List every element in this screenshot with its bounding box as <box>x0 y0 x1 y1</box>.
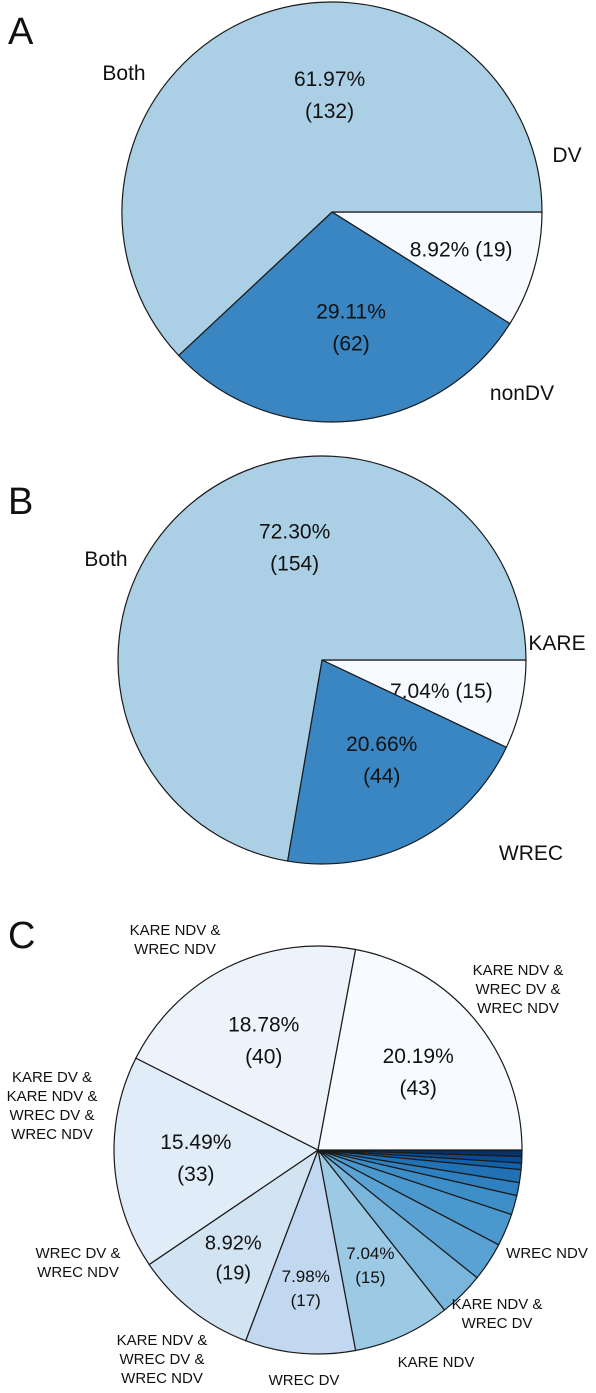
panel-letter: C <box>8 915 35 957</box>
category-label: KARE NDV & WREC DV & WREC NDV <box>117 1332 208 1387</box>
category-label: KARE <box>528 632 585 655</box>
data-label-percent: 20.19% <box>383 1045 454 1068</box>
category-label: KARE DV & KARE NDV & WREC DV & WREC NDV <box>7 1069 98 1143</box>
category-label: Both <box>84 548 127 571</box>
data-label-percent: 15.49% <box>160 1131 231 1154</box>
category-label: WREC DV <box>269 1372 340 1389</box>
category-label: WREC NDV <box>506 1245 588 1262</box>
pie-slice <box>117 455 527 862</box>
data-label-percent: 29.11% <box>316 300 386 323</box>
pie-slice <box>148 1148 320 1342</box>
pie-slice <box>121 1 543 357</box>
data-label-count: (40) <box>245 1046 282 1069</box>
pie-slice <box>135 945 357 1151</box>
category-label: WREC DV & WREC NDV <box>35 1245 120 1281</box>
data-label-percent: 72.30% <box>259 521 330 544</box>
data-label-count: (62) <box>332 332 369 355</box>
category-label: nonDV <box>490 382 554 405</box>
data-label-percent: 61.97% <box>294 68 365 91</box>
data-label-percent: 7.98% <box>282 1267 330 1286</box>
data-label-count: (154) <box>270 553 319 576</box>
pie-slice <box>244 1147 357 1355</box>
category-label: KARE NDV & WREC DV & WREC NDV <box>473 962 564 1017</box>
data-label-count: (33) <box>177 1163 214 1186</box>
data-label-percent: 8.92% <box>205 1232 262 1254</box>
data-label: 7.04% (15) <box>390 680 493 703</box>
pie-slice <box>329 211 543 325</box>
data-label-count: (19) <box>215 1262 251 1284</box>
data-label-percent: 18.78% <box>228 1014 299 1037</box>
data-label: 8.92% (19) <box>410 239 513 262</box>
panel-a: A 8.92% (19) 29.11% (62) 61.97% (132) Both DV no… <box>8 1 582 423</box>
data-label-count: (43) <box>400 1077 437 1100</box>
pie-slice <box>317 948 523 1151</box>
data-label-percent: 20.66% <box>346 733 417 756</box>
data-label-percent: 7.04% <box>346 1244 394 1263</box>
category-label: KARE NDV & WREC DV <box>452 1296 543 1332</box>
panel-letter: A <box>8 11 34 53</box>
data-label-count: (15) <box>355 1268 385 1287</box>
data-label-count: (17) <box>291 1291 321 1310</box>
pie-slice <box>113 1057 320 1266</box>
data-label-count: (44) <box>363 765 400 788</box>
category-label: KARE NDV & WREC NDV <box>130 922 221 958</box>
category-label: DV <box>552 144 581 167</box>
panel-c: C 7.04% (15) 7.98% (17) 8.92% (19) 15.49% (33) 18… <box>7 915 588 1389</box>
panel-b: B 7.04% (15) 20.66% (44) 72.30% (154) Both KARE… <box>8 455 586 865</box>
category-label: WREC <box>499 842 563 865</box>
panel-letter: B <box>8 481 33 523</box>
pie-slice <box>317 1149 446 1352</box>
data-label-count: (132) <box>305 100 354 123</box>
category-label: Both <box>102 62 145 85</box>
pie-slice <box>177 211 511 423</box>
pie-slice <box>286 659 508 865</box>
category-label: KARE NDV <box>398 1354 475 1371</box>
